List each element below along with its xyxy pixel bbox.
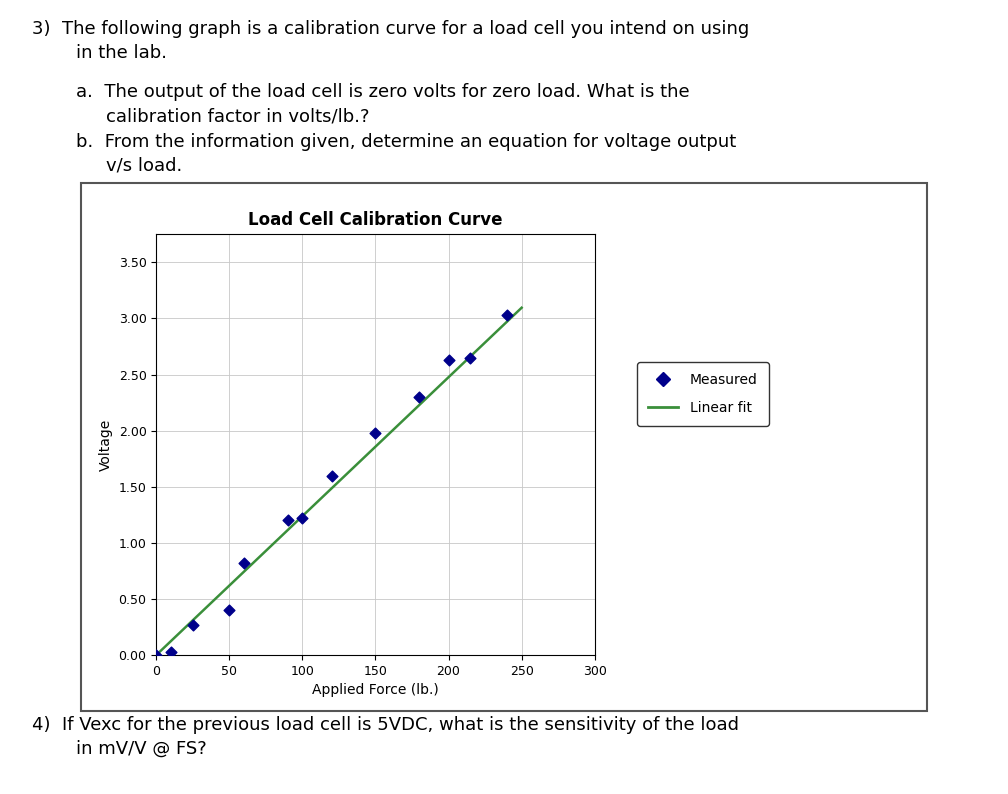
Measured <box>236 557 252 569</box>
Linear fit <box>150 650 162 660</box>
Text: b.  From the information given, determine an equation for voltage output: b. From the information given, determine… <box>76 133 736 151</box>
Linear fit <box>324 485 336 495</box>
Text: in the lab.: in the lab. <box>76 44 166 62</box>
Measured <box>440 353 457 366</box>
Measured <box>162 646 179 658</box>
Text: 4)  If Vexc for the previous load cell is 5VDC, what is the sensitivity of the l: 4) If Vexc for the previous load cell is… <box>32 716 739 734</box>
Text: a.  The output of the load cell is zero volts for zero load. What is the: a. The output of the load cell is zero v… <box>76 83 689 102</box>
Measured <box>411 391 427 403</box>
Measured <box>184 619 201 631</box>
Linear fit <box>507 311 519 321</box>
X-axis label: Applied Force (lb.): Applied Force (lb.) <box>312 684 438 697</box>
Measured <box>221 603 238 616</box>
Title: Load Cell Calibration Curve: Load Cell Calibration Curve <box>248 210 503 229</box>
Linear fit <box>326 484 338 493</box>
Linear fit <box>368 444 380 453</box>
Measured <box>463 351 479 364</box>
Measured <box>279 514 296 526</box>
Linear fit <box>450 365 462 375</box>
Linear fit <box>515 303 527 313</box>
Legend: Measured, Linear fit: Measured, Linear fit <box>637 362 768 426</box>
Measured <box>324 469 340 482</box>
Measured <box>499 309 515 322</box>
Linear fit <box>348 462 360 472</box>
Line: Linear fit: Linear fit <box>156 308 521 655</box>
Measured <box>367 426 383 439</box>
Measured <box>148 649 164 661</box>
Text: in mV/V @ FS?: in mV/V @ FS? <box>76 740 207 758</box>
Y-axis label: Voltage: Voltage <box>99 418 113 471</box>
Text: v/s load.: v/s load. <box>106 156 182 175</box>
Text: calibration factor in volts/lb.?: calibration factor in volts/lb.? <box>106 107 369 125</box>
Measured <box>294 512 310 525</box>
Text: 3)  The following graph is a calibration curve for a load cell you intend on usi: 3) The following graph is a calibration … <box>32 20 750 38</box>
